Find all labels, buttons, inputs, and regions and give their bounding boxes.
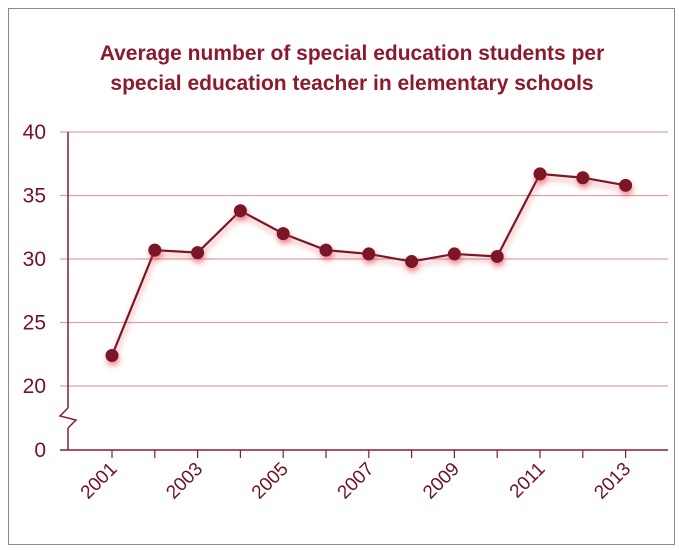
data-point-2010 bbox=[490, 249, 504, 263]
data-point-2002 bbox=[148, 243, 162, 257]
x-tick-label-2011: 2011 bbox=[506, 459, 550, 503]
data-point-2007 bbox=[362, 247, 376, 261]
grid-layer bbox=[60, 131, 668, 451]
y-tick-label-0: 0 bbox=[34, 439, 46, 462]
y-tick-label-20: 20 bbox=[23, 375, 46, 398]
chart-title-line-1: Average number of special education stud… bbox=[100, 42, 605, 65]
data-point-2011 bbox=[533, 167, 547, 181]
data-point-2005 bbox=[276, 227, 290, 241]
data-point-2004 bbox=[233, 204, 247, 218]
chart-frame bbox=[8, 8, 675, 545]
data-point-2012 bbox=[576, 171, 590, 185]
data-point-2009 bbox=[447, 247, 461, 261]
data-point-2008 bbox=[405, 255, 419, 269]
x-tick-label-2013: 2013 bbox=[590, 459, 635, 504]
chart-title-line-2: special education teacher in elementary … bbox=[110, 72, 593, 95]
y-tick-label-40: 40 bbox=[23, 121, 46, 144]
axis-break-symbol bbox=[58, 407, 78, 429]
x-tick-label-2005: 2005 bbox=[248, 459, 293, 504]
data-point-2013 bbox=[619, 178, 633, 192]
y-tick-label-35: 35 bbox=[23, 185, 46, 208]
y-tick-label-30: 30 bbox=[23, 248, 46, 271]
data-point-2003 bbox=[191, 246, 205, 260]
x-tick-label-2003: 2003 bbox=[162, 459, 207, 504]
data-point-2001 bbox=[105, 349, 119, 363]
y-tick-label-25: 25 bbox=[23, 312, 46, 335]
series-layer bbox=[105, 167, 633, 363]
data-point-2006 bbox=[319, 243, 333, 257]
series-line-0 bbox=[110, 172, 626, 356]
x-tick-label-2001: 2001 bbox=[77, 459, 122, 504]
axis-layer bbox=[58, 132, 627, 458]
x-tick-label-2007: 2007 bbox=[334, 459, 379, 504]
x-tick-label-2009: 2009 bbox=[419, 459, 464, 504]
